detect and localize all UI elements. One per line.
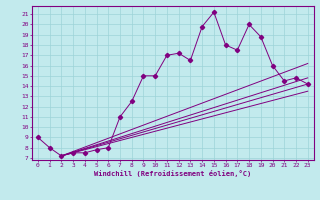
X-axis label: Windchill (Refroidissement éolien,°C): Windchill (Refroidissement éolien,°C) xyxy=(94,170,252,177)
